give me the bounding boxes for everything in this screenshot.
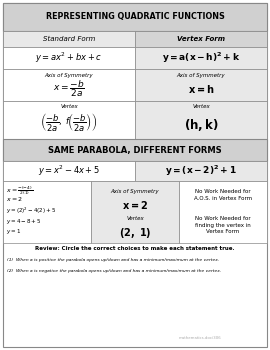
Bar (3, 3, 267, 31)
Text: $y=1$: $y=1$ (6, 226, 21, 236)
Text: $y = ax^2 + bx + c$: $y = ax^2 + bx + c$ (35, 51, 103, 65)
Text: Standard Form: Standard Form (43, 36, 95, 42)
Text: No Work Needed for
A.O.S. in Vertex Form: No Work Needed for A.O.S. in Vertex Form (194, 189, 252, 201)
Text: Vertex: Vertex (126, 217, 144, 222)
Bar (3, 161, 135, 181)
Text: $\mathbf{y = (x-2)^2+1}$: $\mathbf{y = (x-2)^2+1}$ (165, 164, 237, 178)
Bar (135, 69, 267, 101)
Text: Vertex: Vertex (60, 105, 78, 110)
Text: Axis of Symmetry: Axis of Symmetry (45, 72, 93, 77)
Text: $\mathbf{(h, k)}$: $\mathbf{(h, k)}$ (184, 117, 218, 133)
Text: $y = x^2 - 4x + 5$: $y = x^2 - 4x + 5$ (38, 164, 100, 178)
Text: $\mathbf{(2,\ 1)}$: $\mathbf{(2,\ 1)}$ (119, 226, 151, 240)
Text: $y=(2)^2-4(2)+5$: $y=(2)^2-4(2)+5$ (6, 206, 56, 216)
Text: No Work Needed for
finding the vertex in
Vertex Form: No Work Needed for finding the vertex in… (195, 216, 251, 234)
Text: SAME PARABOLA, DIFFERENT FORMS: SAME PARABOLA, DIFFERENT FORMS (48, 146, 222, 154)
Text: $\mathbf{y = a(x-h)^2+k}$: $\mathbf{y = a(x-h)^2+k}$ (162, 51, 240, 65)
Bar (135, 161, 267, 181)
Text: (2)  When a is negative the parabola opens up/down and has a minimum/maximum at : (2) When a is negative the parabola open… (7, 269, 221, 273)
Text: $x = 2$: $x = 2$ (6, 195, 23, 203)
Text: $\left(\dfrac{-b}{2a},\ f\!\left(\dfrac{-b}{2a}\right)\right)$: $\left(\dfrac{-b}{2a},\ f\!\left(\dfrac{… (40, 112, 97, 134)
Bar (3, 181, 91, 243)
Text: $y=4-8+5$: $y=4-8+5$ (6, 217, 42, 225)
Text: Vertex: Vertex (192, 105, 210, 110)
Bar (135, 47, 267, 69)
Text: $x = \frac{-(-4)}{2(1)}$: $x = \frac{-(-4)}{2(1)}$ (6, 184, 33, 196)
Text: (1)  When a is positive the parabola opens up/down and has a minimum/maximum at : (1) When a is positive the parabola open… (7, 258, 219, 262)
Text: $\mathbf{x = h}$: $\mathbf{x = h}$ (188, 83, 214, 95)
Bar (135, 101, 267, 139)
Bar (3, 69, 135, 101)
Bar (91, 181, 179, 243)
Bar (179, 181, 267, 243)
Text: Axis of Symmetry: Axis of Symmetry (177, 72, 225, 77)
Bar (3, 47, 135, 69)
Text: Axis of Symmetry: Axis of Symmetry (111, 189, 159, 194)
Bar (3, 31, 135, 47)
Text: Review: Circle the correct choices to make each statement true.: Review: Circle the correct choices to ma… (35, 246, 235, 252)
Bar (135, 31, 267, 47)
Text: REPRESENTING QUADRATIC FUNCTIONS: REPRESENTING QUADRATIC FUNCTIONS (46, 13, 224, 21)
Text: mathematics.doc/306: mathematics.doc/306 (179, 336, 221, 340)
Text: Vertex Form: Vertex Form (177, 36, 225, 42)
Text: $\mathbf{x = 2}$: $\mathbf{x = 2}$ (122, 199, 148, 211)
Bar (3, 101, 135, 139)
Bar (3, 139, 267, 161)
Text: $x = \dfrac{-b}{2a}$: $x = \dfrac{-b}{2a}$ (53, 79, 85, 99)
